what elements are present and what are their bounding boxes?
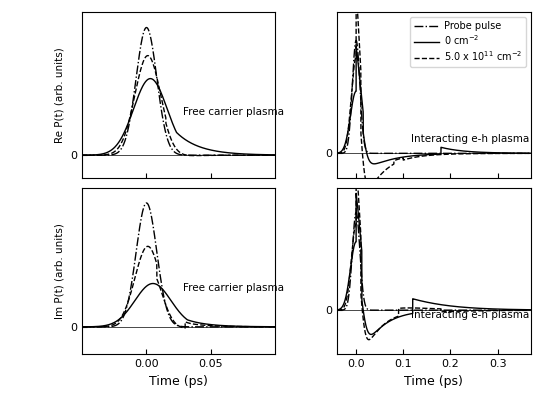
Text: Interacting e-h plasma: Interacting e-h plasma	[411, 310, 529, 319]
Y-axis label: Im P(t) (arb. units): Im P(t) (arb. units)	[55, 223, 65, 319]
Legend: Probe pulse, 0 cm$^{-2}$, 5.0 x 10$^{11}$ cm$^{-2}$: Probe pulse, 0 cm$^{-2}$, 5.0 x 10$^{11}…	[410, 17, 526, 67]
Text: Free carrier plasma: Free carrier plasma	[183, 283, 283, 293]
X-axis label: Time (ps): Time (ps)	[149, 374, 208, 387]
Y-axis label: Re P(t) (arb. units): Re P(t) (arb. units)	[55, 47, 65, 143]
X-axis label: Time (ps): Time (ps)	[404, 374, 463, 387]
Text: Free carrier plasma: Free carrier plasma	[183, 107, 283, 117]
Text: Interacting e-h plasma: Interacting e-h plasma	[411, 133, 529, 144]
